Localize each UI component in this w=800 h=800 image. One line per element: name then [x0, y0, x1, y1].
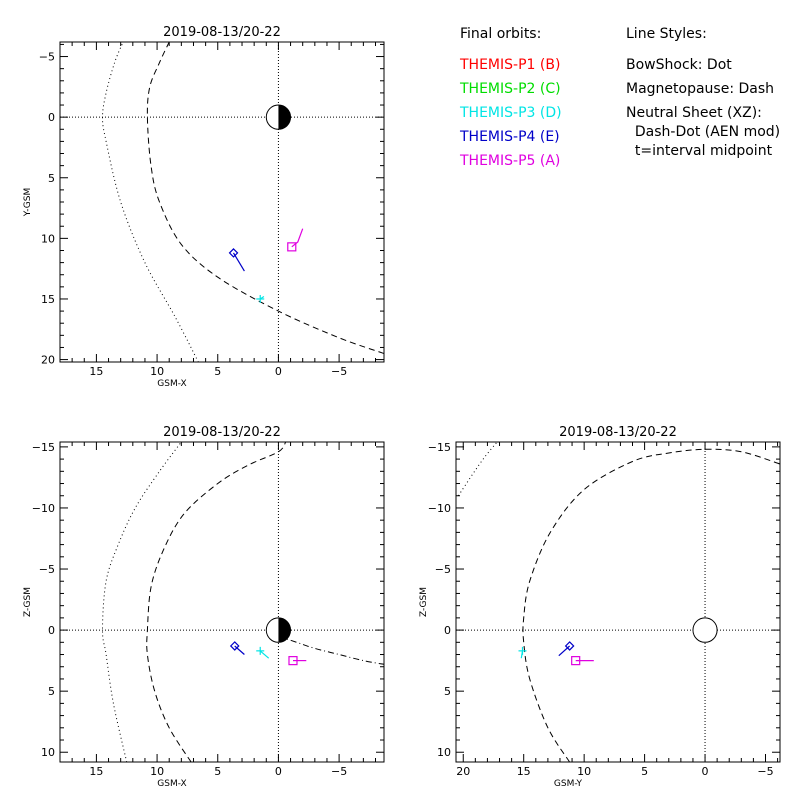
y-axis-label: Z-GSM — [419, 587, 429, 617]
earth-night-side — [278, 617, 291, 643]
spacecraft-track — [259, 650, 270, 659]
spacecraft-symbol-square — [288, 656, 298, 666]
legend-style-magnetopause: Magnetopause: Dash — [626, 81, 775, 97]
spacecraft-marker — [228, 248, 245, 272]
spacecraft-symbol-square — [287, 242, 297, 252]
y-tick-label: −5 — [39, 51, 55, 64]
legend-style-bowshock: BowShock: Dot — [626, 57, 732, 73]
x-tick-label: 10 — [577, 765, 591, 778]
spacecraft-symbol-square — [571, 656, 581, 666]
spacecraft-marker — [288, 656, 307, 666]
x-tick-label: 5 — [214, 765, 221, 778]
x-axis-label: GSM-Y — [554, 779, 583, 789]
spacecraft-track — [234, 645, 245, 655]
spacecraft-symbol-diamond — [229, 641, 240, 651]
y-tick-label: −15 — [32, 441, 55, 454]
plot-frame — [59, 41, 385, 363]
y-tick-label: 0 — [48, 111, 55, 124]
earth-icon — [265, 617, 292, 643]
legend-style-midpoint-note: t=interval midpoint — [626, 143, 773, 159]
legend-styles-title: Line Styles: — [626, 26, 707, 42]
x-tick-label: 15 — [89, 765, 103, 778]
plot-content — [60, 42, 384, 362]
x-tick-label: −5 — [757, 765, 773, 778]
y-axis-label: Y-GSM — [23, 188, 33, 217]
chart-title: 2019-08-13/20-22 — [559, 425, 677, 440]
spacecraft-symbol-diamond — [564, 641, 575, 651]
x-tick-label: 0 — [275, 365, 282, 378]
chart-title: 2019-08-13/20-22 — [163, 425, 281, 440]
y-tick-label: 10 — [41, 746, 55, 759]
y-tick-label: −5 — [435, 563, 451, 576]
x-tick-label: 10 — [150, 365, 164, 378]
x-tick-label: 5 — [214, 365, 221, 378]
earth-icon — [692, 617, 718, 643]
spacecraft-marker — [558, 641, 575, 657]
spacecraft-marker — [229, 641, 245, 655]
y-tick-label: −10 — [428, 502, 451, 515]
neutral-sheet-curve — [278, 635, 384, 665]
x-axis-label: GSM-X — [157, 779, 186, 789]
y-tick-label: 10 — [41, 232, 55, 245]
y-tick-label: −10 — [32, 502, 55, 515]
y-tick-label: 10 — [437, 746, 451, 759]
x-tick-label: 20 — [456, 765, 470, 778]
legend-orbit-p1: THEMIS-P1 (B) — [460, 57, 561, 73]
y-tick-label: 0 — [444, 624, 451, 637]
x-tick-label: 15 — [89, 365, 103, 378]
y-tick-label: 5 — [48, 685, 55, 698]
chart-panel-3: 2019-08-13/20-22 20 15 10 5 0 −5 10 5 0 −5 −10 −15 GS… — [419, 425, 781, 789]
spacecraft-track — [558, 645, 571, 657]
y-tick-label: −5 — [39, 563, 55, 576]
y-tick-label: 5 — [48, 172, 55, 185]
y-tick-label: 5 — [444, 685, 451, 698]
spacecraft-marker — [287, 228, 304, 252]
bow-shock-curve — [101, 442, 182, 762]
plot-frame — [455, 441, 781, 763]
legend-style-neutral-sheet-mode: Dash-Dot (AEN mod) — [626, 124, 781, 140]
spacecraft-marker — [256, 646, 270, 659]
spacecraft-symbol-diamond — [228, 248, 239, 258]
legend-orbit-p2: THEMIS-P2 (C) — [460, 81, 561, 97]
y-axis-label: Z-GSM — [23, 587, 33, 617]
y-tick-label: 0 — [48, 624, 55, 637]
earth-icon — [265, 104, 292, 130]
magnetopause-curve — [146, 442, 287, 762]
spacecraft-track — [291, 228, 304, 248]
spacecraft-marker — [571, 656, 594, 666]
x-tick-label: −5 — [331, 765, 347, 778]
chart-title: 2019-08-13/20-22 — [163, 25, 281, 40]
plot-content — [456, 442, 780, 762]
x-tick-label: 5 — [641, 765, 648, 778]
chart-panel-2: 2019-08-13/20-22 15 10 5 0 −5 10 5 0 −5 −10 −15 GSM-… — [23, 425, 385, 789]
plot-frame — [59, 441, 385, 763]
legend-orbit-p5: THEMIS-P5 (A) — [460, 153, 561, 169]
earth-night-side — [278, 105, 291, 130]
x-tick-label: −5 — [331, 365, 347, 378]
earth-day-side — [692, 617, 718, 643]
legend-style-neutral-sheet: Neutral Sheet (XZ): — [626, 105, 762, 121]
x-axis-label: GSM-X — [157, 379, 186, 389]
x-tick-label: 10 — [150, 765, 164, 778]
x-tick-label: 0 — [275, 765, 282, 778]
bow-shock-curve — [101, 42, 199, 362]
legend-orbit-p3: THEMIS-P3 (D) — [460, 105, 562, 121]
legend-orbits-title: Final orbits: — [460, 26, 542, 42]
magnetopause-curve — [522, 448, 780, 762]
y-tick-label: 20 — [41, 354, 55, 367]
plot-content — [60, 442, 384, 762]
chart-panel-1: 2019-08-13/20-22 15 10 5 0 −5 −5 0 5 10 15 20 GSM-X Y… — [23, 25, 385, 389]
bow-shock-curve — [457, 442, 498, 496]
spacecraft-marker — [518, 646, 527, 659]
y-tick-label: −15 — [428, 441, 451, 454]
y-tick-label: 15 — [41, 293, 55, 306]
x-tick-label: 0 — [702, 765, 709, 778]
spacecraft-marker — [256, 294, 265, 303]
magnetopause-curve — [146, 42, 384, 354]
x-tick-label: 15 — [517, 765, 531, 778]
legend-orbit-p4: THEMIS-P4 (E) — [460, 129, 560, 145]
